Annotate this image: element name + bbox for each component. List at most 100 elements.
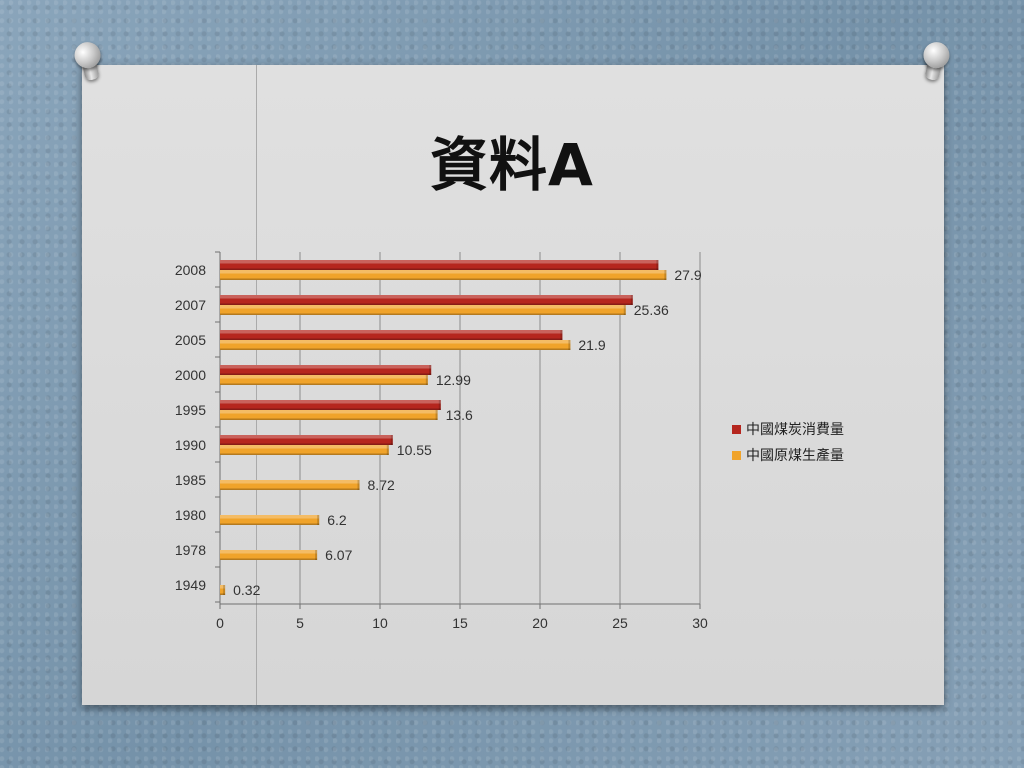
bar-consumption-2005 xyxy=(220,330,563,340)
bar-production-2005 xyxy=(220,340,571,350)
bar-consumption-2000-shade xyxy=(220,373,432,375)
bar-production-2007-shade xyxy=(220,313,626,315)
bar-consumption-2008-shade xyxy=(220,268,659,270)
bar-production-2008-endcap xyxy=(664,270,667,280)
bar-production-2005-shade xyxy=(220,348,571,350)
bar-production-1980-fill xyxy=(220,515,320,525)
x-tick-labels: 0 5 10 15 20 25 30 xyxy=(216,615,708,631)
bar-production-1978-fill xyxy=(220,550,318,560)
category-label-1995: 1995 xyxy=(175,402,206,418)
data-labels: 27.9 25.36 21.9 12.99 13.6 10.55 8.72 6.2 6.07 0.… xyxy=(233,267,702,598)
bar-production-2000-endcap xyxy=(425,375,428,385)
category-label-2005: 2005 xyxy=(175,332,206,348)
chart-legend: 中國煤炭消費量 中國原煤生產量 xyxy=(732,416,844,468)
x-tick-label-20: 20 xyxy=(532,615,548,631)
bar-consumption-2000-endcap xyxy=(429,365,432,375)
x-tick-label-5: 5 xyxy=(296,615,304,631)
bar-consumption-2005-fill xyxy=(220,330,563,340)
bar-consumption-1995-endcap xyxy=(438,400,441,410)
bar-consumption-2007-fill xyxy=(220,295,633,305)
bar-production-2008-highlight xyxy=(220,270,667,274)
chart-bars xyxy=(220,260,667,595)
bar-production-2000-fill xyxy=(220,375,428,385)
bar-production-1985-highlight xyxy=(220,480,360,484)
bar-production-1980-highlight xyxy=(220,515,320,519)
category-label-1980: 1980 xyxy=(175,507,206,523)
bar-production-1949-endcap xyxy=(223,585,226,595)
bar-production-1949-shade xyxy=(220,593,226,595)
bar-production-2007-endcap xyxy=(623,305,626,315)
category-label-1990: 1990 xyxy=(175,437,206,453)
legend-item-consumption: 中國煤炭消費量 xyxy=(732,416,844,442)
bar-production-2005-highlight xyxy=(220,340,571,344)
bar-production-1990-fill xyxy=(220,445,389,455)
bar-production-1990-endcap xyxy=(386,445,389,455)
bar-production-2007-highlight xyxy=(220,305,626,309)
bar-production-1949-highlight xyxy=(220,585,226,589)
bar-production-2008-fill xyxy=(220,270,667,280)
data-label-1995: 13.6 xyxy=(446,407,473,423)
x-tick-label-25: 25 xyxy=(612,615,628,631)
bar-consumption-1990-endcap xyxy=(390,435,393,445)
bar-production-1978 xyxy=(220,550,318,560)
bar-consumption-2005-highlight xyxy=(220,330,563,334)
category-label-2000: 2000 xyxy=(175,367,206,383)
bar-production-1985-endcap xyxy=(357,480,360,490)
legend-swatch-production xyxy=(732,450,741,460)
bar-consumption-1995 xyxy=(220,400,441,410)
bar-consumption-2008-highlight xyxy=(220,260,659,264)
legend-item-production: 中國原煤生產量 xyxy=(732,442,844,468)
bar-production-1978-endcap xyxy=(315,550,318,560)
legend-label-consumption: 中國煤炭消費量 xyxy=(746,422,844,438)
data-label-1978: 6.07 xyxy=(325,547,352,563)
x-tick-label-30: 30 xyxy=(692,615,708,631)
bar-consumption-1990-shade xyxy=(220,443,393,445)
data-label-1980: 6.2 xyxy=(327,512,347,528)
category-label-2008: 2008 xyxy=(175,262,206,278)
bar-production-2005-fill xyxy=(220,340,571,350)
category-labels: 2008 2007 2005 2000 1995 1990 1985 1980 1978 1949 xyxy=(175,262,206,593)
bar-production-2000-shade xyxy=(220,383,428,385)
data-label-1985: 8.72 xyxy=(368,477,395,493)
bar-production-1980 xyxy=(220,515,320,525)
bar-production-1978-highlight xyxy=(220,550,318,554)
bar-consumption-2000-fill xyxy=(220,365,432,375)
bar-production-1985-fill xyxy=(220,480,360,490)
bar-consumption-1995-fill xyxy=(220,400,441,410)
data-label-2007: 25.36 xyxy=(634,302,669,318)
bar-consumption-2008-fill xyxy=(220,260,659,270)
bar-production-1995 xyxy=(220,410,438,420)
bar-production-1990-highlight xyxy=(220,445,389,449)
category-label-1985: 1985 xyxy=(175,472,206,488)
bar-production-1985 xyxy=(220,480,360,490)
data-label-2005: 21.9 xyxy=(578,337,605,353)
bar-consumption-2007-highlight xyxy=(220,295,633,299)
bar-production-2007 xyxy=(220,305,626,315)
data-label-1949: 0.32 xyxy=(233,582,260,598)
bar-production-1990 xyxy=(220,445,389,455)
bar-production-1995-highlight xyxy=(220,410,438,414)
bar-production-1980-endcap xyxy=(317,515,320,525)
bar-production-1978-shade xyxy=(220,558,318,560)
x-tick-label-10: 10 xyxy=(372,615,388,631)
bar-production-1980-shade xyxy=(220,523,320,525)
bar-production-2008 xyxy=(220,270,667,280)
bar-production-1949-fill xyxy=(220,585,226,595)
bar-consumption-2007-endcap xyxy=(630,295,633,305)
bar-production-1995-fill xyxy=(220,410,438,420)
bar-consumption-2000-highlight xyxy=(220,365,432,369)
category-label-2007: 2007 xyxy=(175,297,206,313)
legend-label-production: 中國原煤生產量 xyxy=(746,448,844,464)
bar-consumption-1990-highlight xyxy=(220,435,393,439)
bar-consumption-2007 xyxy=(220,295,633,305)
bar-production-1985-shade xyxy=(220,488,360,490)
bar-consumption-1995-shade xyxy=(220,408,441,410)
bar-production-2007-fill xyxy=(220,305,626,315)
data-label-1990: 10.55 xyxy=(397,442,432,458)
bar-production-2008-shade xyxy=(220,278,667,280)
data-label-2000: 12.99 xyxy=(436,372,471,388)
bar-production-1995-endcap xyxy=(435,410,438,420)
legend-swatch-consumption xyxy=(732,424,741,434)
bar-consumption-1990 xyxy=(220,435,393,445)
